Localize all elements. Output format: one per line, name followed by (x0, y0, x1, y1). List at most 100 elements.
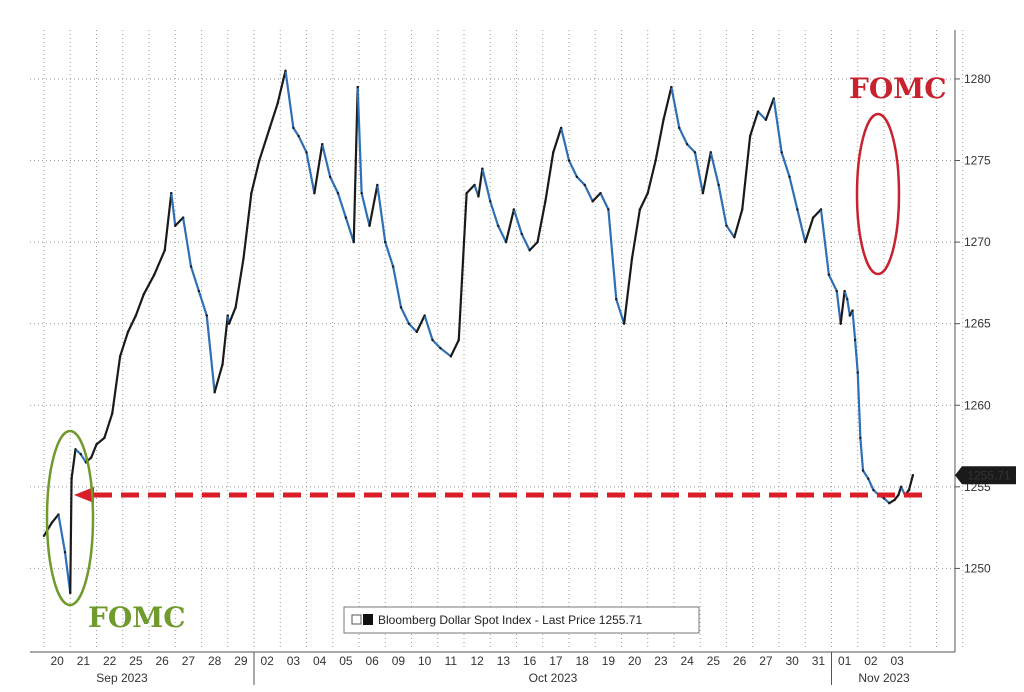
series-segment (846, 298, 851, 317)
series-segment (839, 289, 846, 325)
data-point (882, 497, 886, 500)
series-segment (854, 338, 859, 374)
series-segment (709, 151, 720, 187)
data-point (399, 306, 403, 309)
data-point (226, 314, 229, 317)
data-point (384, 240, 387, 244)
data-point (111, 412, 114, 415)
series-segment (741, 134, 752, 211)
data-point (313, 191, 316, 195)
series-segment (57, 513, 67, 554)
series-segment (284, 69, 295, 129)
data-point (181, 216, 185, 219)
data-point (95, 443, 98, 446)
data-point (70, 477, 73, 480)
data-point (431, 338, 434, 342)
data-point (756, 110, 760, 113)
legend-swatch-icon (363, 614, 373, 625)
series-segment (384, 241, 395, 268)
last-price-tag (955, 466, 1016, 485)
series-segment (182, 216, 193, 268)
data-point (607, 208, 610, 211)
series-segment (851, 309, 857, 342)
data-point (356, 85, 359, 89)
data-point (305, 151, 308, 154)
data-point (352, 240, 355, 244)
data-point (142, 293, 145, 296)
data-point (213, 391, 216, 394)
data-point (481, 167, 484, 170)
y-tick-label: 1270 (964, 235, 991, 249)
data-point (717, 183, 720, 187)
series-segment (630, 208, 641, 260)
data-point (465, 191, 468, 195)
data-point (536, 240, 539, 244)
series-segment (701, 151, 712, 195)
data-point (709, 151, 712, 154)
data-point (591, 200, 594, 203)
left-fomc-ellipse (45, 429, 95, 607)
x-tick-label: 30 (785, 654, 799, 668)
data-point (733, 236, 736, 239)
data-point (234, 306, 237, 309)
data-point (449, 355, 453, 358)
x-tick-label: 09 (392, 654, 406, 668)
data-point (693, 151, 697, 154)
series-segment (575, 175, 586, 187)
data-point (90, 456, 93, 459)
data-point (764, 118, 768, 121)
series-segment (835, 289, 842, 325)
month-label: Nov 2023 (858, 671, 910, 685)
series-segment (693, 151, 704, 195)
y-tick-label: 1260 (964, 398, 991, 412)
series-segment (126, 314, 137, 333)
series-segment (772, 97, 783, 154)
x-tick-label: 25 (129, 654, 143, 668)
series-segment (431, 338, 442, 350)
data-point (654, 159, 657, 162)
data-point (205, 314, 208, 317)
series-segment (623, 257, 634, 325)
data-point (250, 191, 253, 195)
series-segment (368, 183, 379, 227)
series-segment (780, 151, 791, 178)
series-segment (415, 314, 426, 333)
last-price-label: 1255.71 (967, 468, 1011, 482)
data-point (344, 216, 348, 219)
x-tick-label: 02 (864, 654, 878, 668)
series-segment (407, 322, 418, 333)
data-point (748, 134, 752, 138)
series-segment (119, 330, 130, 358)
series-segment (725, 224, 736, 239)
data-point (835, 289, 838, 293)
series-segment (654, 118, 665, 162)
data-point (477, 195, 480, 198)
data-point (170, 191, 173, 195)
series-segment (79, 453, 88, 464)
data-point (174, 224, 177, 227)
series-segment (305, 151, 316, 195)
data-point (227, 322, 231, 325)
series-segment (764, 97, 775, 121)
series-segment (819, 208, 830, 276)
y-tick-label: 1250 (964, 561, 991, 575)
data-point (74, 448, 77, 451)
series-segment (646, 159, 657, 195)
data-point (134, 314, 138, 317)
data-point (473, 183, 476, 187)
month-label: Sep 2023 (96, 671, 148, 685)
series-segment (678, 126, 689, 146)
x-tick-label: 11 (445, 654, 458, 668)
data-point (583, 183, 586, 187)
data-point (376, 183, 379, 187)
grid-layer (30, 30, 964, 650)
series-segment (796, 208, 807, 244)
x-tick-label: 25 (707, 654, 721, 668)
x-tick-label: 23 (654, 654, 668, 668)
series-segment (670, 86, 681, 129)
data-point (622, 322, 626, 325)
series-segment (477, 167, 484, 198)
data-point (575, 175, 579, 179)
data-point (552, 151, 555, 154)
